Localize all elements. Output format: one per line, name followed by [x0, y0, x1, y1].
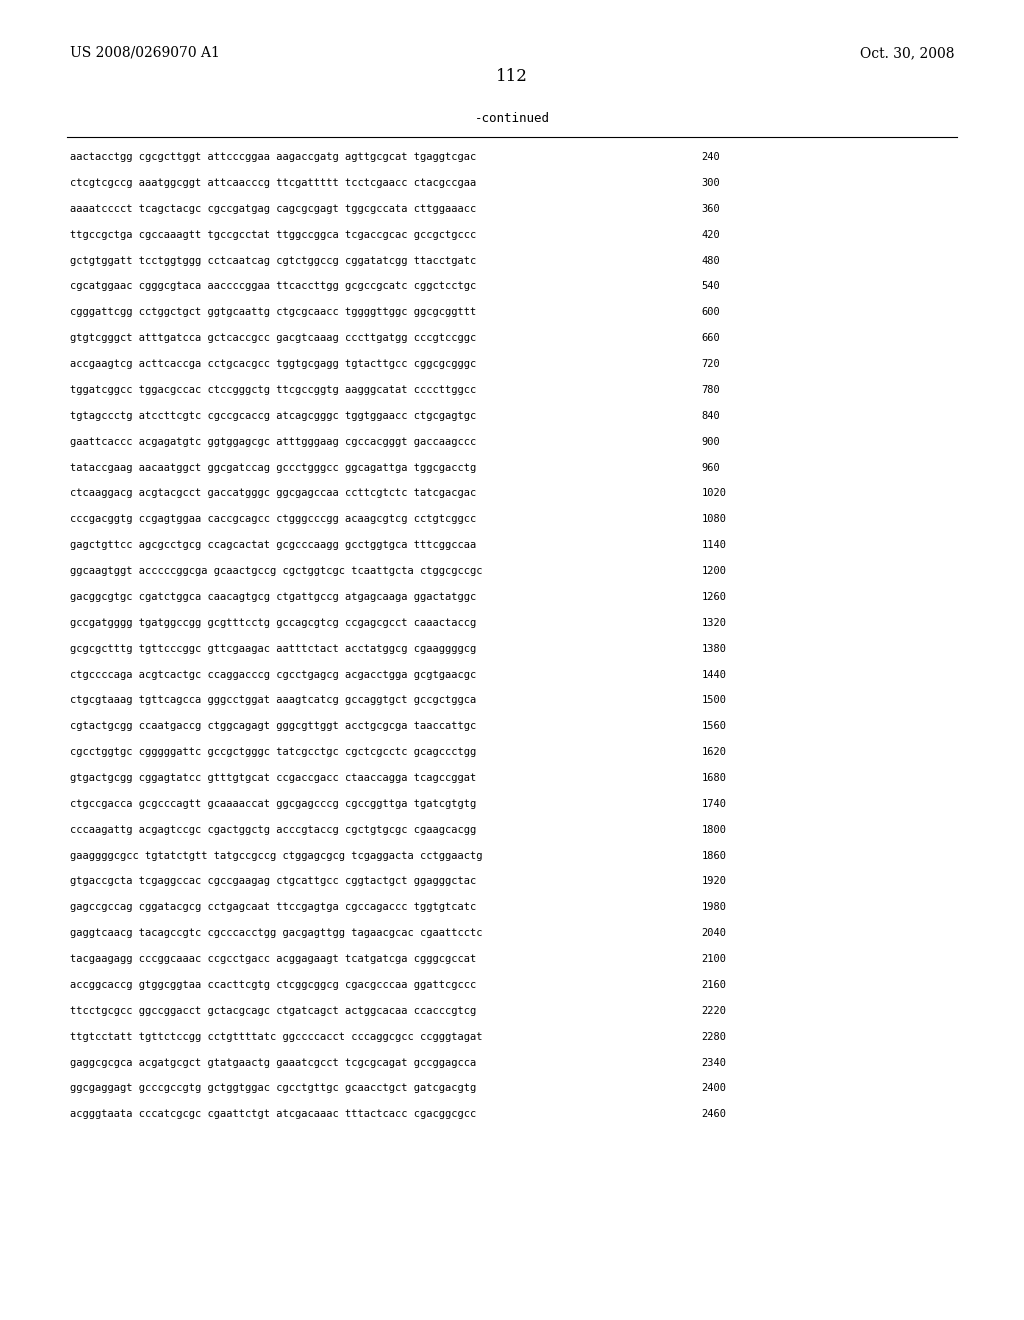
Text: 2220: 2220	[701, 1006, 726, 1016]
Text: 720: 720	[701, 359, 720, 370]
Text: 1860: 1860	[701, 850, 726, 861]
Text: 900: 900	[701, 437, 720, 446]
Text: gaattcaccc acgagatgtc ggtggagcgc atttgggaag cgccacgggt gaccaagccc: gaattcaccc acgagatgtc ggtggagcgc atttggg…	[70, 437, 476, 446]
Text: 1920: 1920	[701, 876, 726, 887]
Text: aactacctgg cgcgcttggt attcccggaa aagaccgatg agttgcgcat tgaggtcgac: aactacctgg cgcgcttggt attcccggaa aagaccg…	[70, 152, 476, 162]
Text: 480: 480	[701, 256, 720, 265]
Text: 2040: 2040	[701, 928, 726, 939]
Text: tacgaagagg cccggcaaac ccgcctgacc acggagaagt tcatgatcga cgggcgccat: tacgaagagg cccggcaaac ccgcctgacc acggaga…	[70, 954, 476, 964]
Text: acgggtaata cccatcgcgc cgaattctgt atcgacaaac tttactcacc cgacggcgcc: acgggtaata cccatcgcgc cgaattctgt atcgaca…	[70, 1109, 476, 1119]
Text: 1500: 1500	[701, 696, 726, 705]
Text: ttcctgcgcc ggccggacct gctacgcagc ctgatcagct actggcacaa ccacccgtcg: ttcctgcgcc ggccggacct gctacgcagc ctgatca…	[70, 1006, 476, 1016]
Text: 1020: 1020	[701, 488, 726, 499]
Text: cccgacggtg ccgagtggaa caccgcagcc ctgggcccgg acaagcgtcg cctgtcggcc: cccgacggtg ccgagtggaa caccgcagcc ctgggcc…	[70, 515, 476, 524]
Text: ctgccccaga acgtcactgc ccaggacccg cgcctgagcg acgacctgga gcgtgaacgc: ctgccccaga acgtcactgc ccaggacccg cgcctga…	[70, 669, 476, 680]
Text: gtgaccgcta tcgaggccac cgccgaagag ctgcattgcc cggtactgct ggagggctac: gtgaccgcta tcgaggccac cgccgaagag ctgcatt…	[70, 876, 476, 887]
Text: gaggcgcgca acgatgcgct gtatgaactg gaaatcgcct tcgcgcagat gccggagcca: gaggcgcgca acgatgcgct gtatgaactg gaaatcg…	[70, 1057, 476, 1068]
Text: cccaagattg acgagtccgc cgactggctg acccgtaccg cgctgtgcgc cgaagcacgg: cccaagattg acgagtccgc cgactggctg acccgta…	[70, 825, 476, 834]
Text: 1980: 1980	[701, 903, 726, 912]
Text: Oct. 30, 2008: Oct. 30, 2008	[860, 46, 954, 59]
Text: accggcaccg gtggcggtaa ccacttcgtg ctcggcggcg cgacgcccaa ggattcgccc: accggcaccg gtggcggtaa ccacttcgtg ctcggcg…	[70, 979, 476, 990]
Text: ctgccgacca gcgcccagtt gcaaaaccat ggcgagcccg cgccggttga tgatcgtgtg: ctgccgacca gcgcccagtt gcaaaaccat ggcgagc…	[70, 799, 476, 809]
Text: 420: 420	[701, 230, 720, 240]
Text: tataccgaag aacaatggct ggcgatccag gccctgggcc ggcagattga tggcgacctg: tataccgaag aacaatggct ggcgatccag gccctgg…	[70, 462, 476, 473]
Text: ggcaagtggt acccccggcga gcaactgccg cgctggtcgc tcaattgcta ctggcgccgc: ggcaagtggt acccccggcga gcaactgccg cgctgg…	[70, 566, 482, 576]
Text: tgtagccctg atccttcgtc cgccgcaccg atcagcgggc tggtggaacc ctgcgagtgc: tgtagccctg atccttcgtc cgccgcaccg atcagcg…	[70, 411, 476, 421]
Text: 1380: 1380	[701, 644, 726, 653]
Text: 1080: 1080	[701, 515, 726, 524]
Text: 360: 360	[701, 203, 720, 214]
Text: 1740: 1740	[701, 799, 726, 809]
Text: cgcctggtgc cgggggattc gccgctgggc tatcgcctgc cgctcgcctc gcagccctgg: cgcctggtgc cgggggattc gccgctgggc tatcgcc…	[70, 747, 476, 758]
Text: gaggtcaacg tacagccgtc cgcccacctgg gacgagttgg tagaacgcac cgaattcctc: gaggtcaacg tacagccgtc cgcccacctgg gacgag…	[70, 928, 482, 939]
Text: 1680: 1680	[701, 774, 726, 783]
Text: tggatcggcc tggacgccac ctccgggctg ttcgccggtg aagggcatat ccccttggcc: tggatcggcc tggacgccac ctccgggctg ttcgccg…	[70, 385, 476, 395]
Text: cgtactgcgg ccaatgaccg ctggcagagt gggcgttggt acctgcgcga taaccattgc: cgtactgcgg ccaatgaccg ctggcagagt gggcgtt…	[70, 721, 476, 731]
Text: US 2008/0269070 A1: US 2008/0269070 A1	[70, 46, 219, 59]
Text: ctcaaggacg acgtacgcct gaccatgggc ggcgagccaa ccttcgtctc tatcgacgac: ctcaaggacg acgtacgcct gaccatgggc ggcgagc…	[70, 488, 476, 499]
Text: 240: 240	[701, 152, 720, 162]
Text: gtgactgcgg cggagtatcc gtttgtgcat ccgaccgacc ctaaccagga tcagccggat: gtgactgcgg cggagtatcc gtttgtgcat ccgaccg…	[70, 774, 476, 783]
Text: 660: 660	[701, 333, 720, 343]
Text: gaaggggcgcc tgtatctgtt tatgccgccg ctggagcgcg tcgaggacta cctggaactg: gaaggggcgcc tgtatctgtt tatgccgccg ctggag…	[70, 850, 482, 861]
Text: 2460: 2460	[701, 1109, 726, 1119]
Text: 780: 780	[701, 385, 720, 395]
Text: 1620: 1620	[701, 747, 726, 758]
Text: 1440: 1440	[701, 669, 726, 680]
Text: -continued: -continued	[474, 112, 550, 125]
Text: 300: 300	[701, 178, 720, 187]
Text: 600: 600	[701, 308, 720, 317]
Text: 2100: 2100	[701, 954, 726, 964]
Text: 840: 840	[701, 411, 720, 421]
Text: cgcatggaac cgggcgtaca aaccccggaa ttcaccttgg gcgccgcatc cggctcctgc: cgcatggaac cgggcgtaca aaccccggaa ttcacct…	[70, 281, 476, 292]
Text: 1320: 1320	[701, 618, 726, 628]
Text: gccgatgggg tgatggccgg gcgtttcctg gccagcgtcg ccgagcgcct caaactaccg: gccgatgggg tgatggccgg gcgtttcctg gccagcg…	[70, 618, 476, 628]
Text: 1560: 1560	[701, 721, 726, 731]
Text: gctgtggatt tcctggtggg cctcaatcag cgtctggccg cggatatcgg ttacctgatc: gctgtggatt tcctggtggg cctcaatcag cgtctgg…	[70, 256, 476, 265]
Text: gagctgttcc agcgcctgcg ccagcactat gcgcccaagg gcctggtgca tttcggccaa: gagctgttcc agcgcctgcg ccagcactat gcgccca…	[70, 540, 476, 550]
Text: ctgcgtaaag tgttcagcca gggcctggat aaagtcatcg gccaggtgct gccgctggca: ctgcgtaaag tgttcagcca gggcctggat aaagtca…	[70, 696, 476, 705]
Text: gacggcgtgc cgatctggca caacagtgcg ctgattgccg atgagcaaga ggactatggc: gacggcgtgc cgatctggca caacagtgcg ctgattg…	[70, 591, 476, 602]
Text: 1140: 1140	[701, 540, 726, 550]
Text: gagccgccag cggatacgcg cctgagcaat ttccgagtga cgccagaccc tggtgtcatc: gagccgccag cggatacgcg cctgagcaat ttccgag…	[70, 903, 476, 912]
Text: 1260: 1260	[701, 591, 726, 602]
Text: 2340: 2340	[701, 1057, 726, 1068]
Text: ttgccgctga cgccaaagtt tgccgcctat ttggccggca tcgaccgcac gccgctgccc: ttgccgctga cgccaaagtt tgccgcctat ttggccg…	[70, 230, 476, 240]
Text: 2280: 2280	[701, 1032, 726, 1041]
Text: 1200: 1200	[701, 566, 726, 576]
Text: 2160: 2160	[701, 979, 726, 990]
Text: 1800: 1800	[701, 825, 726, 834]
Text: gcgcgctttg tgttcccggc gttcgaagac aatttctact acctatggcg cgaaggggcg: gcgcgctttg tgttcccggc gttcgaagac aatttct…	[70, 644, 476, 653]
Text: ggcgaggagt gcccgccgtg gctggtggac cgcctgttgc gcaacctgct gatcgacgtg: ggcgaggagt gcccgccgtg gctggtggac cgcctgt…	[70, 1084, 476, 1093]
Text: ttgtcctatt tgttctccgg cctgttttatc ggccccacct cccaggcgcc ccgggtagat: ttgtcctatt tgttctccgg cctgttttatc ggcccc…	[70, 1032, 482, 1041]
Text: 960: 960	[701, 462, 720, 473]
Text: cgggattcgg cctggctgct ggtgcaattg ctgcgcaacc tggggttggc ggcgcggttt: cgggattcgg cctggctgct ggtgcaattg ctgcgca…	[70, 308, 476, 317]
Text: 2400: 2400	[701, 1084, 726, 1093]
Text: 540: 540	[701, 281, 720, 292]
Text: gtgtcgggct atttgatcca gctcaccgcc gacgtcaaag cccttgatgg cccgtccggc: gtgtcgggct atttgatcca gctcaccgcc gacgtca…	[70, 333, 476, 343]
Text: 112: 112	[496, 69, 528, 84]
Text: aaaatcccct tcagctacgc cgccgatgag cagcgcgagt tggcgccata cttggaaacc: aaaatcccct tcagctacgc cgccgatgag cagcgcg…	[70, 203, 476, 214]
Text: ctcgtcgccg aaatggcggt attcaacccg ttcgattttt tcctcgaacc ctacgccgaa: ctcgtcgccg aaatggcggt attcaacccg ttcgatt…	[70, 178, 476, 187]
Text: accgaagtcg acttcaccga cctgcacgcc tggtgcgagg tgtacttgcc cggcgcgggc: accgaagtcg acttcaccga cctgcacgcc tggtgcg…	[70, 359, 476, 370]
